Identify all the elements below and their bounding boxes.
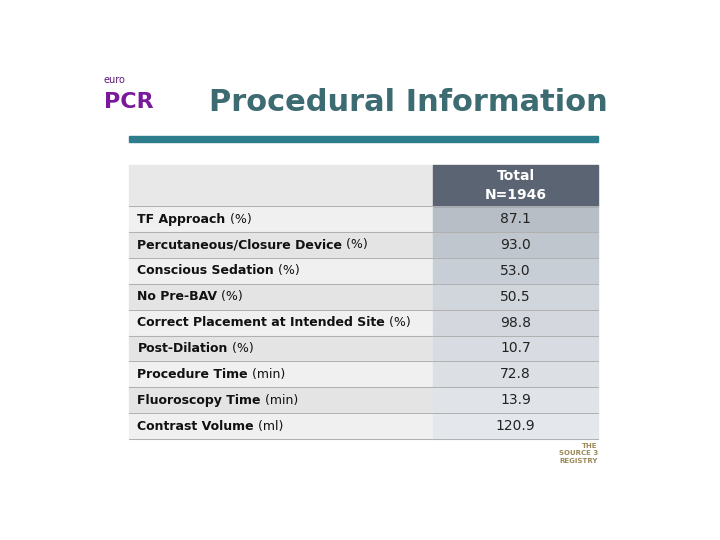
Text: (min): (min)	[261, 394, 298, 407]
Text: 50.5: 50.5	[500, 290, 531, 303]
Bar	[433, 258, 598, 284]
Text: TF Approach: TF Approach	[138, 213, 225, 226]
Text: 120.9: 120.9	[495, 419, 535, 433]
Bar	[433, 413, 598, 439]
Bar	[129, 387, 433, 413]
Text: Percutaneous/Closure Device: Percutaneous/Closure Device	[138, 239, 343, 252]
Text: (%): (%)	[385, 316, 411, 329]
Text: (%): (%)	[217, 290, 243, 303]
Text: Correct Placement at Intended Site: Correct Placement at Intended Site	[138, 316, 385, 329]
Text: (ml): (ml)	[254, 420, 284, 433]
Bar	[433, 165, 598, 206]
Text: 53.0: 53.0	[500, 264, 531, 278]
Text: THE
SOURCE 3
REGISTRY: THE SOURCE 3 REGISTRY	[559, 443, 598, 464]
Bar	[129, 206, 433, 232]
Text: Post-Dilation: Post-Dilation	[138, 342, 228, 355]
Text: Conscious Sedation: Conscious Sedation	[138, 265, 274, 278]
Text: 13.9: 13.9	[500, 393, 531, 407]
Text: No Pre-BAV: No Pre-BAV	[138, 290, 217, 303]
Text: (min): (min)	[248, 368, 285, 381]
Text: 10.7: 10.7	[500, 341, 531, 355]
Text: Procedural Information: Procedural Information	[209, 87, 608, 117]
Bar	[433, 284, 598, 309]
Text: PCR: PCR	[104, 92, 153, 112]
Text: 93.0: 93.0	[500, 238, 531, 252]
Text: (%): (%)	[274, 265, 300, 278]
Bar	[129, 232, 433, 258]
Text: 72.8: 72.8	[500, 367, 531, 381]
Text: (%): (%)	[225, 213, 251, 226]
Bar	[433, 387, 598, 413]
Text: euro: euro	[104, 75, 126, 85]
Text: 87.1: 87.1	[500, 212, 531, 226]
Text: 98.8: 98.8	[500, 315, 531, 329]
Text: Procedure Time: Procedure Time	[138, 368, 248, 381]
Text: Total
N=1946: Total N=1946	[485, 168, 546, 202]
Bar	[129, 413, 433, 439]
Bar	[129, 335, 433, 361]
Bar	[129, 361, 433, 387]
Bar	[433, 361, 598, 387]
Bar	[129, 165, 433, 206]
Text: Fluoroscopy Time: Fluoroscopy Time	[138, 394, 261, 407]
Bar	[433, 232, 598, 258]
Bar	[433, 309, 598, 335]
Bar	[129, 136, 598, 141]
Bar	[129, 309, 433, 335]
Text: (%): (%)	[343, 239, 368, 252]
Bar	[129, 258, 433, 284]
Text: Contrast Volume: Contrast Volume	[138, 420, 254, 433]
Bar	[433, 335, 598, 361]
Bar	[129, 284, 433, 309]
Text: (%): (%)	[228, 342, 253, 355]
Bar	[433, 206, 598, 232]
